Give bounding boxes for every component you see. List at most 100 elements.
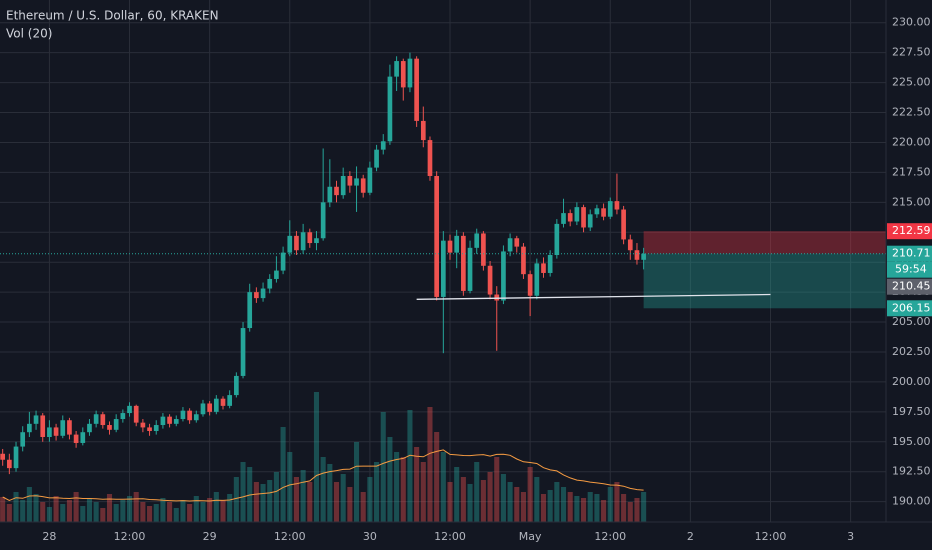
volume-bar xyxy=(547,490,553,522)
candle-body xyxy=(487,265,493,295)
candle-body xyxy=(147,427,152,432)
volume-bar xyxy=(153,504,159,522)
volume-bar xyxy=(581,498,587,522)
volume-bar xyxy=(567,492,573,522)
chart-title: Ethereum / U.S. Dollar, 60, KRAKEN xyxy=(6,9,219,23)
candle-body xyxy=(481,233,486,266)
candle-body xyxy=(474,233,480,248)
candle-body xyxy=(607,201,613,217)
volume-bar xyxy=(100,508,106,522)
volume-label: Vol (20) xyxy=(6,27,52,41)
x-tick-label: 28 xyxy=(42,530,56,543)
candle-body xyxy=(13,446,19,469)
candle-body xyxy=(334,186,339,196)
volume-bar xyxy=(253,482,259,522)
x-tick-label: 12:00 xyxy=(274,530,306,543)
volume-bar xyxy=(494,457,500,522)
candle-body xyxy=(360,178,366,193)
volume-bar xyxy=(374,462,380,522)
volume-bar xyxy=(367,477,373,522)
price-label-box xyxy=(887,223,932,240)
candle-body xyxy=(53,427,59,436)
y-tick-label: 222.50 xyxy=(892,106,931,119)
x-tick-label: 3 xyxy=(847,530,854,543)
x-tick-label: 30 xyxy=(363,530,377,543)
candle-body xyxy=(127,405,132,414)
volume-bar xyxy=(474,462,480,522)
volume-bar xyxy=(93,502,99,522)
volume-bar xyxy=(173,508,179,522)
candle-body xyxy=(193,414,199,421)
volume-bar xyxy=(333,482,340,522)
volume-bar xyxy=(60,504,66,522)
candle-body xyxy=(173,419,179,424)
volume-bar xyxy=(434,432,440,522)
volume-bar xyxy=(313,392,320,522)
volume-bar xyxy=(40,502,46,522)
candle-body xyxy=(587,214,593,228)
volume-bar xyxy=(387,437,393,522)
candle-body xyxy=(314,238,319,244)
volume-bar xyxy=(534,477,540,522)
volume-bar xyxy=(73,492,79,522)
x-tick-label: 12:00 xyxy=(755,530,787,543)
volume-bar xyxy=(20,500,26,522)
candle-body xyxy=(440,240,446,297)
volume-bar xyxy=(147,506,153,522)
y-tick-label: 227.50 xyxy=(892,46,931,59)
candle-body xyxy=(7,459,12,469)
candle-body xyxy=(33,415,39,424)
candle-body xyxy=(434,175,439,297)
candle-body xyxy=(153,425,159,432)
trendline xyxy=(416,293,771,300)
volume-bar xyxy=(273,472,279,522)
volume-bar xyxy=(233,477,239,522)
volume-bar xyxy=(467,484,473,522)
volume-bar xyxy=(360,492,366,522)
y-tick-label: 230.00 xyxy=(892,16,931,29)
candle-body xyxy=(133,405,139,423)
volume-bar xyxy=(627,502,633,522)
volume-bar xyxy=(607,487,613,522)
y-tick-label: 225.00 xyxy=(892,76,931,89)
candle-body xyxy=(494,294,500,301)
candle-body xyxy=(387,76,393,142)
volume-bar xyxy=(187,504,193,522)
volume-bar xyxy=(460,477,466,522)
candle-body xyxy=(200,403,206,415)
volume-bar xyxy=(641,492,647,522)
countdown: 59:54 xyxy=(895,263,927,276)
candle-body xyxy=(213,398,219,412)
candle-body xyxy=(541,263,546,273)
stop-zone xyxy=(643,231,886,254)
volume-bar xyxy=(347,487,353,522)
volume-bar xyxy=(427,407,433,522)
volume-bar xyxy=(120,500,126,522)
volume-bar xyxy=(140,502,146,522)
volume-bar xyxy=(267,480,273,522)
volume-bar xyxy=(106,494,113,522)
y-tick-label: 195.00 xyxy=(892,435,931,448)
y-tick-label: 215.00 xyxy=(892,195,931,208)
candle-body xyxy=(561,213,566,224)
volume-bar xyxy=(260,484,266,522)
candle-body xyxy=(514,238,520,247)
x-tick-label: 12:00 xyxy=(434,530,466,543)
volume-bar xyxy=(6,504,12,522)
volume-bar xyxy=(167,502,173,522)
price-label: 210.71 xyxy=(892,247,931,260)
volume-bar xyxy=(480,480,486,522)
candle-body xyxy=(454,235,460,253)
candle-body xyxy=(380,141,386,150)
volume-bar xyxy=(420,462,426,522)
candle-body xyxy=(467,247,473,291)
volume-bar xyxy=(80,506,86,522)
price-label-box xyxy=(887,245,932,262)
candle-body xyxy=(120,413,126,420)
volume-bar xyxy=(587,492,593,522)
volume-bar xyxy=(26,487,32,522)
candle-body xyxy=(407,58,413,88)
y-tick-label: 202.50 xyxy=(892,345,931,358)
candle-body xyxy=(280,252,286,271)
volume-bar xyxy=(560,487,567,522)
